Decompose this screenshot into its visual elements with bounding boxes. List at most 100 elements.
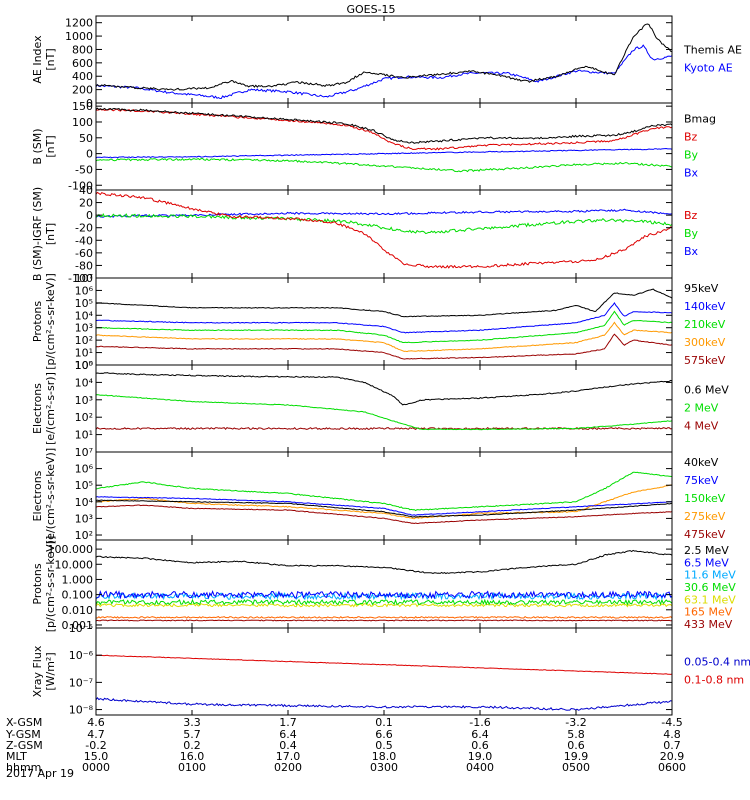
- x-tick-value: 0.5: [375, 739, 393, 752]
- y-tick-label: 10³: [75, 394, 93, 407]
- y-tick-label: 10⁵: [75, 359, 93, 372]
- legend-entry: 95keV: [684, 282, 719, 295]
- legend-entry: 150keV: [684, 492, 726, 505]
- panel-7: 0.001 0.010 0.100 1.000 10.000 100.000 Protons…: [31, 536, 736, 633]
- legend-entry: Bx: [684, 167, 699, 180]
- y-axis-label: Electrons: [31, 470, 44, 521]
- legend-entry: Bz: [684, 131, 698, 144]
- legend-entry: 433 MeV: [684, 618, 733, 631]
- series-line-3-3: [96, 191, 672, 269]
- y-tick-label: 10⁵: [75, 297, 93, 310]
- y-tick-label: 10⁰: [75, 359, 94, 372]
- y-tick-label: 10⁻⁵: [69, 622, 93, 635]
- x-tick-value: 19.9: [564, 750, 589, 763]
- series-line-6-3: [96, 471, 672, 512]
- y-tick-label: 200: [72, 84, 93, 97]
- series-line-2-4: [96, 107, 672, 144]
- y-tick-label: 0: [86, 97, 93, 110]
- x-tick-value: 0400: [466, 761, 494, 774]
- y-tick-label: 0: [86, 209, 93, 222]
- y-tick-label: 20: [79, 197, 93, 210]
- y-tick-label: 1200: [65, 17, 93, 30]
- panel-frame: [95, 539, 673, 629]
- y-tick-label: 10³: [75, 322, 93, 335]
- y-tick-label: 10⁴: [75, 376, 94, 389]
- y-axis-label: [W/m²]: [44, 652, 57, 690]
- x-tick-value: 4.7: [87, 728, 105, 741]
- series-line-4-4: [96, 301, 672, 334]
- x-tick-value: 15.0: [84, 750, 109, 763]
- y-tick-label: -50: [75, 163, 93, 176]
- y-axis-label: Electrons: [31, 383, 44, 434]
- chart-title: GOES-15: [346, 3, 395, 16]
- y-tick-label: 0: [86, 148, 93, 161]
- series-line-6-5: [96, 499, 672, 518]
- y-tick-label: -80: [75, 259, 93, 272]
- legend-entry: 275keV: [684, 510, 726, 523]
- y-tick-label: 150: [72, 100, 93, 113]
- legend-entry: By: [684, 149, 699, 162]
- y-tick-label: 10⁶: [75, 463, 94, 476]
- y-tick-label: 800: [72, 43, 93, 56]
- legend-entry: Bx: [684, 245, 699, 258]
- legend-entry: Bz: [684, 209, 698, 222]
- series-line-7-6: [96, 589, 672, 600]
- panel-5: 10¹ 10² 10³ 10⁴ 10⁵ Electrons [e/(cm²-s-sr)] 0.…: [31, 359, 729, 453]
- y-axis-label: Xray Flux: [31, 645, 44, 697]
- series-line-2-2: [96, 157, 672, 173]
- legend-entry: 165 MeV: [684, 606, 733, 619]
- y-axis-label: Protons: [31, 563, 44, 604]
- legend-entry: Themis AE: [683, 44, 742, 57]
- legend-entry: 300keV: [684, 336, 726, 349]
- panel-2: -100 -50 0 50 100 150 B (SM) [nT] Bmag Bz By Bx: [31, 100, 716, 192]
- series-line-7-2: [96, 615, 672, 619]
- series-line-8-2: [96, 696, 672, 711]
- y-tick-label: 0.100: [62, 589, 94, 602]
- panel-6: 10² 10³ 10⁴ 10⁵ 10⁶ 10⁷ Electrons [e/(cm²-s-sr-…: [31, 446, 726, 544]
- series-line-2-1: [96, 147, 672, 159]
- legend-entry: 210keV: [684, 318, 726, 331]
- x-tick-value: -1.6: [469, 716, 490, 729]
- x-tick-value: 0.7: [663, 739, 681, 752]
- y-tick-label: 10⁻⁷: [69, 676, 93, 689]
- x-tick-value: 16.0: [180, 750, 205, 763]
- x-tick-value: 0.4: [279, 739, 297, 752]
- y-tick-label: 100.000: [48, 543, 94, 556]
- x-tick-value: 0100: [178, 761, 206, 774]
- legend-entry: Bmag: [684, 113, 716, 126]
- x-tick-value: -0.2: [85, 739, 106, 752]
- x-tick-value: 5.8: [567, 728, 585, 741]
- x-tick-value: 0200: [274, 761, 302, 774]
- y-axis-label: B (SM): [31, 128, 44, 164]
- series-line-3-2: [96, 213, 672, 235]
- x-row-label: MLT: [6, 750, 27, 763]
- x-tick-value: 3.3: [183, 716, 201, 729]
- y-axis-label: [e/(cm²-s-sr-keV)]: [44, 448, 57, 544]
- y-tick-label: 400: [72, 70, 93, 83]
- y-tick-label: 10⁵: [75, 479, 93, 492]
- legend-entry: By: [684, 227, 699, 240]
- legend-entry: 30.6 MeV: [684, 581, 736, 594]
- legend-entry: 75keV: [684, 474, 719, 487]
- series-line-7-3: [96, 602, 672, 608]
- x-tick-value: 1.7: [279, 716, 297, 729]
- y-axis-label: [p/(cm²-s-sr-keV)]: [44, 273, 57, 370]
- y-tick-label: 10⁶: [75, 284, 94, 297]
- y-tick-label: 600: [72, 57, 93, 70]
- x-tick-value: 17.0: [276, 750, 301, 763]
- y-axis-label: AE Index: [31, 35, 44, 84]
- legend-entry: 11.6 MeV: [684, 569, 736, 582]
- y-tick-label: 10²: [75, 334, 93, 347]
- x-tick-value: 4.8: [663, 728, 681, 741]
- y-axis-label: Protons: [31, 301, 44, 342]
- y-tick-label: 10²: [75, 411, 93, 424]
- y-tick-label: -100: [68, 272, 93, 285]
- x-row-label: hhmm: [6, 761, 41, 774]
- legend-entry: 0.1-0.8 nm: [684, 674, 744, 687]
- y-axis-label: [p/(cm²-s-sr-keV)]: [44, 536, 57, 633]
- y-tick-label: 10¹: [75, 429, 93, 442]
- x-tick-value: 18.0: [372, 750, 397, 763]
- x-tick-value: 0000: [82, 761, 110, 774]
